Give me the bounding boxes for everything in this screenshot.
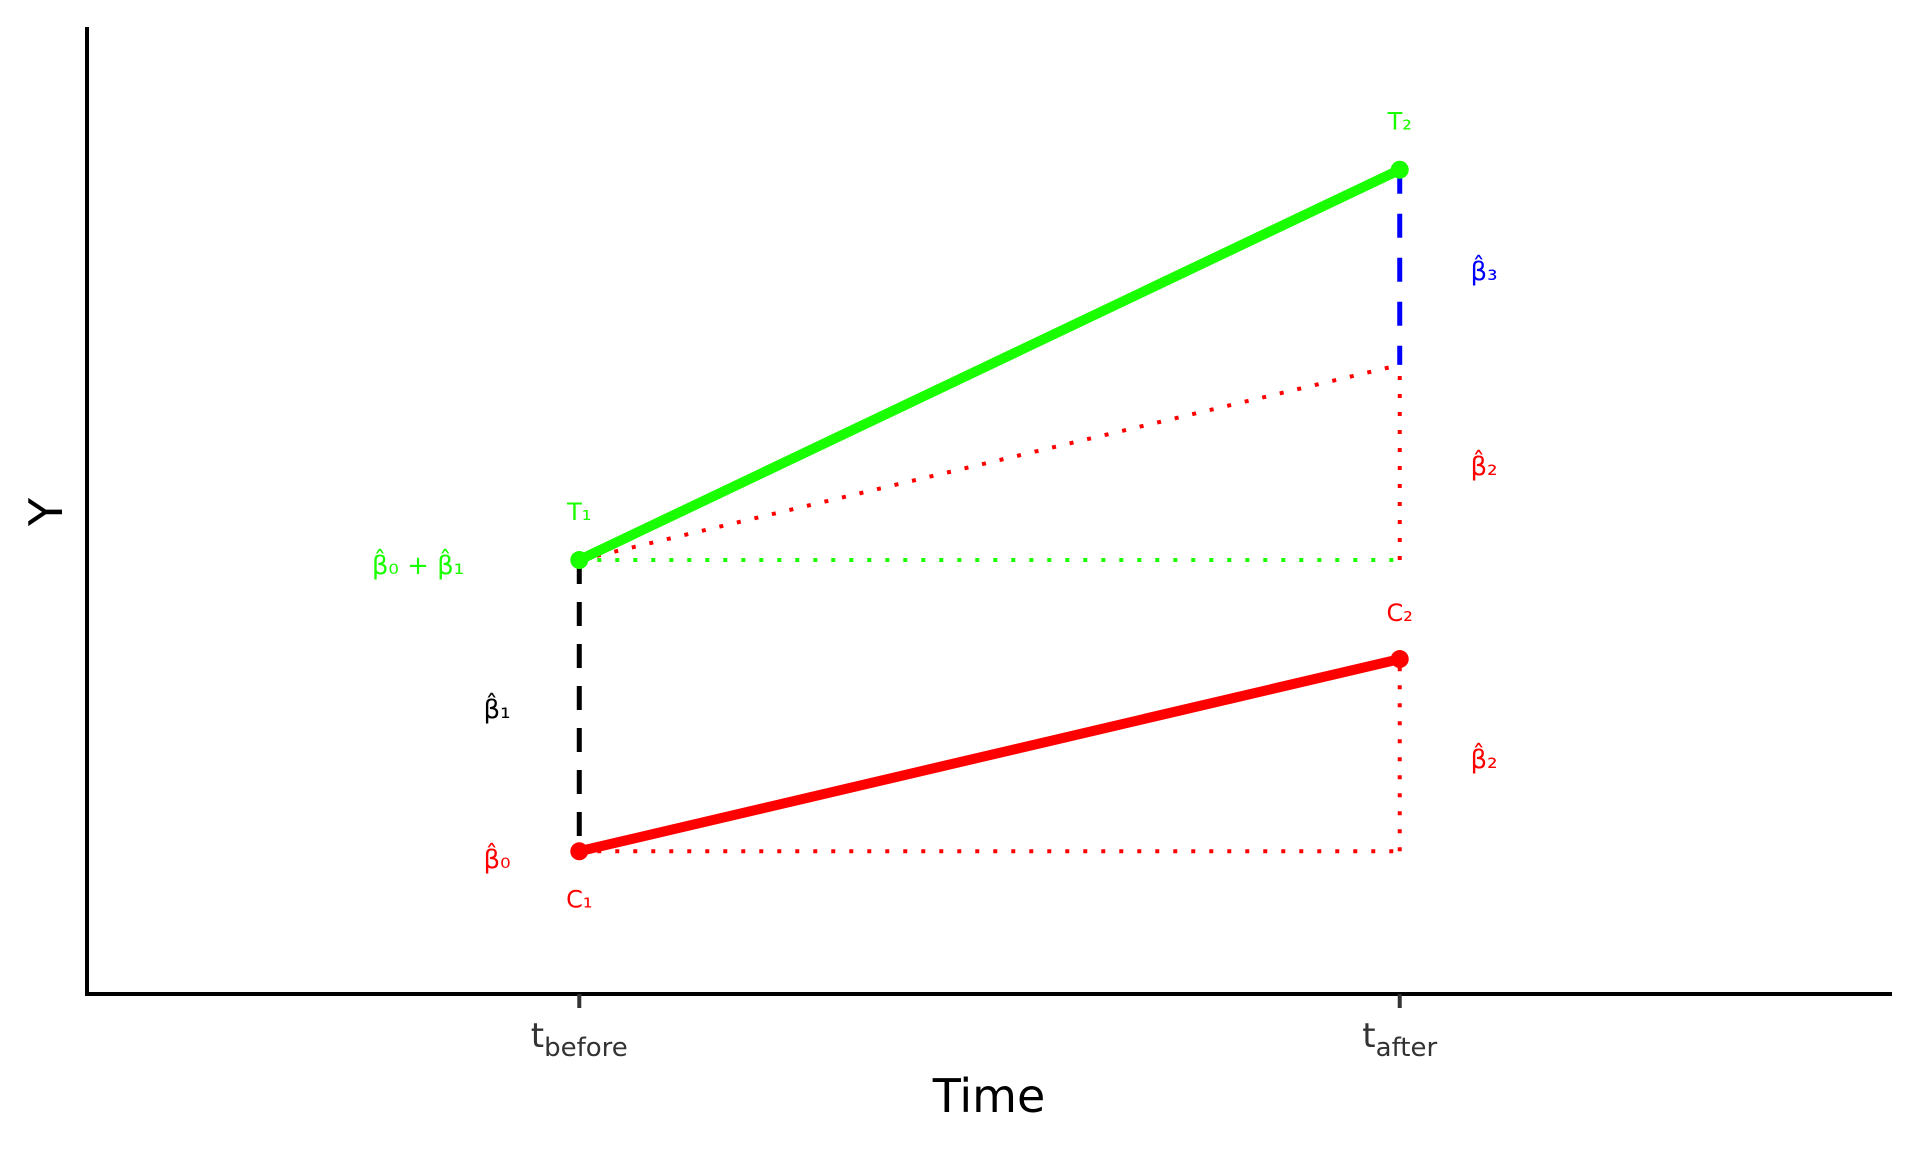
x-axis-title: Time: [932, 1069, 1046, 1123]
y-axis-title: Y: [19, 497, 73, 527]
counterfactual-trend-dotted: [578, 362, 1401, 562]
t2-label: T₂: [1387, 108, 1412, 136]
beta2-upper-label: β̂₂: [1470, 448, 1497, 482]
beta1-label: β̂₁: [483, 691, 510, 725]
treatment-point: [1390, 160, 1409, 179]
control-line: [574, 654, 1405, 857]
x-tick-label: tafter: [1362, 1016, 1437, 1063]
beta3-label: β̂₃: [1470, 253, 1497, 287]
treatment-point: [570, 551, 589, 570]
beta0-label: β̂₀: [483, 841, 510, 875]
control-point: [570, 842, 589, 861]
c1-label: C₁: [566, 885, 592, 913]
x-tick-label: tbefore: [531, 1016, 628, 1063]
beta2-lower-label: β̂₂: [1470, 741, 1497, 775]
beta0-plus-beta1-label: β̂₀ + β̂₁: [372, 547, 464, 581]
treatment-line: [574, 164, 1405, 566]
control-point: [1390, 650, 1409, 669]
c2-label: C₂: [1387, 599, 1413, 627]
t1-label: T₁: [566, 498, 591, 526]
